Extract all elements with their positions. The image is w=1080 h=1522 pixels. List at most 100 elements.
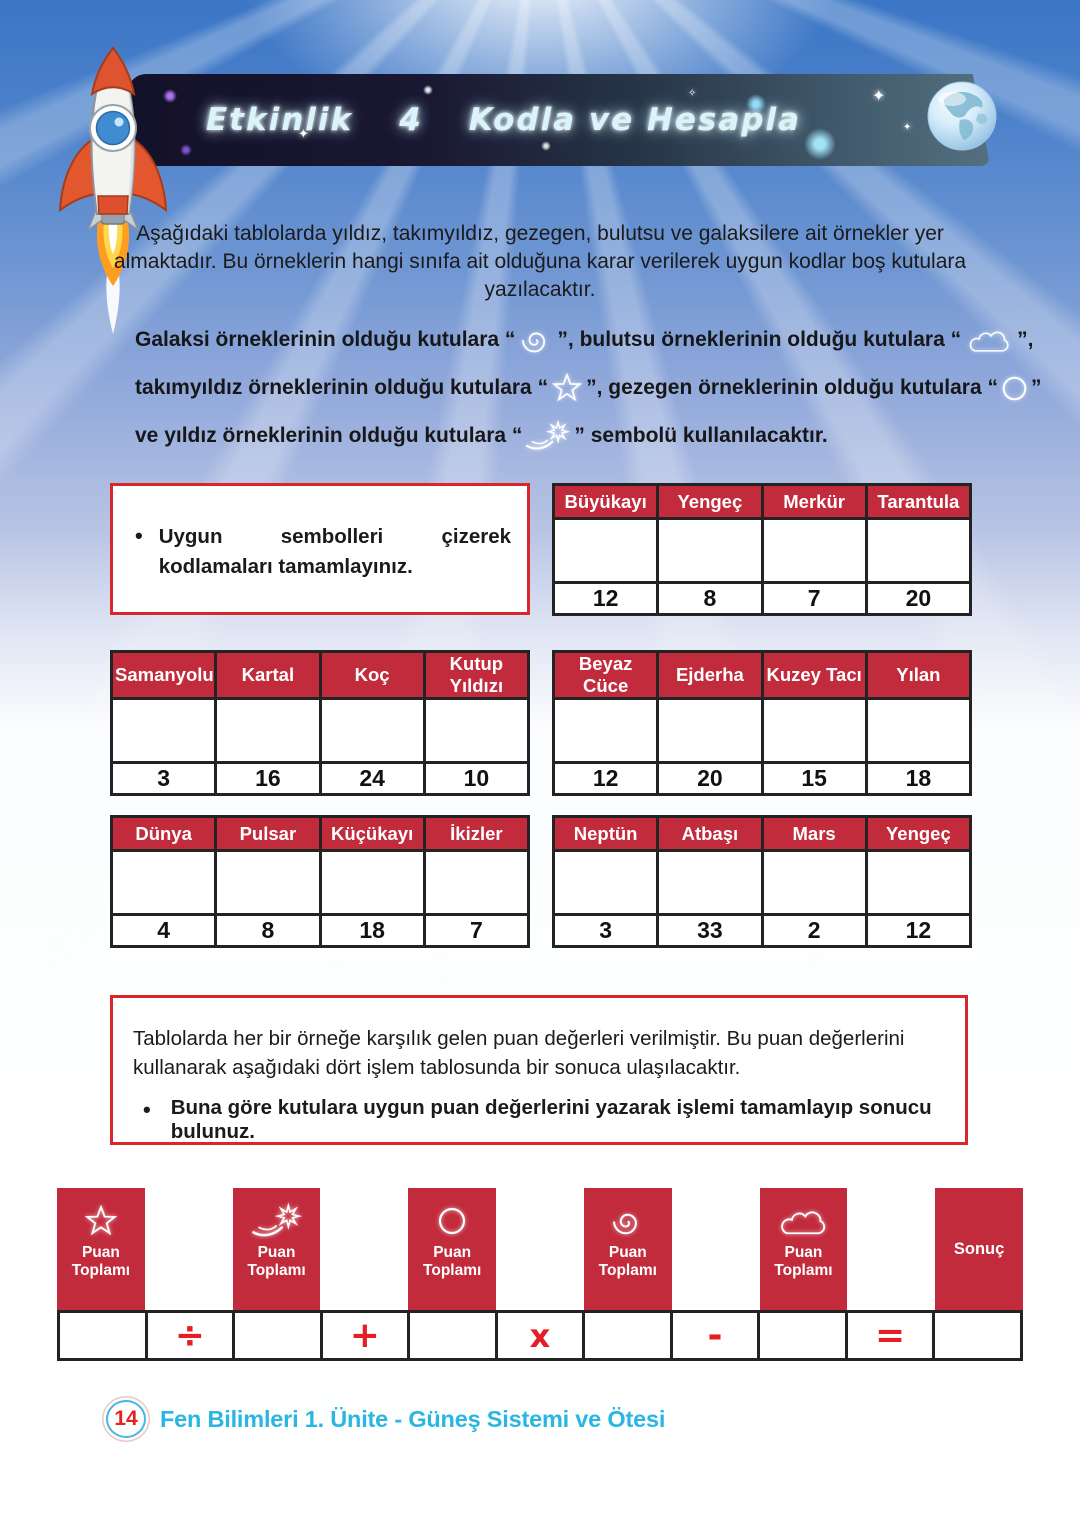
coding-text: ” <box>1030 376 1042 399</box>
coding-text: ve yıldız örneklerinin olduğu kutulara “ <box>135 424 523 447</box>
table-header-cell: Kartal <box>214 650 322 700</box>
answer-cell[interactable] <box>214 697 322 764</box>
constellation-star-icon <box>551 373 583 403</box>
table-header-cell: Kuzey Tacı <box>760 650 868 700</box>
activity-label: Etkinlik <box>206 102 354 138</box>
table-header-cell: Pulsar <box>214 815 322 852</box>
answer-cell[interactable] <box>656 697 764 764</box>
table-header-cell: Küçükayı <box>318 815 426 852</box>
table-header-cell: Yılan <box>864 650 973 700</box>
puan-toplam-label: Puan Toplamı <box>774 1244 833 1280</box>
score-value-cell: 15 <box>760 761 868 796</box>
answer-cell[interactable] <box>760 849 868 916</box>
score-table: Büyükayı Yengeç Merkür Tarantula 12 8 7 … <box>551 483 973 616</box>
coding-text: ”, <box>1017 328 1034 351</box>
sparkle-icon: ✦ <box>298 126 309 141</box>
operator-cell: = <box>844 1310 936 1361</box>
nebula-cloud-icon <box>964 325 1014 355</box>
answer-cell[interactable] <box>109 697 218 764</box>
activity-banner: Etkinlik 4 Kodla ve Hesapla ✦ ✧ ✦ ✦ <box>128 74 990 166</box>
activity-banner-text: Etkinlik 4 Kodla ve Hesapla <box>206 102 801 138</box>
score-value-cell: 12 <box>551 761 660 796</box>
galaxy-spiral-icon <box>518 322 554 358</box>
answer-cell[interactable] <box>760 517 868 584</box>
puan-toplam-label: Puan Toplamı <box>247 1244 306 1280</box>
answer-cell[interactable] <box>760 697 868 764</box>
puan-toplam-box-nebula: Puan Toplamı <box>759 1188 848 1310</box>
table-header-cell: Merkür <box>760 483 868 520</box>
calc-answer-cell[interactable] <box>407 1310 498 1361</box>
answer-cell[interactable] <box>864 697 973 764</box>
answer-cell[interactable] <box>864 517 973 584</box>
shooting-star-icon <box>525 420 571 452</box>
score-value-cell: 12 <box>864 913 973 948</box>
coding-text: ”, bulutsu örneklerinin olduğu kutulara … <box>557 328 962 351</box>
calc-answer-cell[interactable] <box>57 1310 148 1361</box>
answer-cell[interactable] <box>551 517 660 584</box>
table-header-cell: Ejderha <box>656 650 764 700</box>
answer-cell[interactable] <box>551 849 660 916</box>
puan-toplam-box-star: Puan Toplamı <box>232 1188 321 1310</box>
plus-operator: + <box>349 1314 380 1356</box>
answer-cell[interactable] <box>214 849 322 916</box>
puan-toplam-box-galaxy: Puan Toplamı <box>583 1188 672 1310</box>
answer-cell[interactable] <box>864 849 973 916</box>
answer-cell[interactable] <box>656 849 764 916</box>
table-header-cell: Yengeç <box>864 815 973 852</box>
answer-cell[interactable] <box>551 697 660 764</box>
info-box: Tablolarda her bir örneğe karşılık gelen… <box>110 995 968 1145</box>
calc-answer-cell[interactable] <box>582 1310 673 1361</box>
score-value-cell: 3 <box>109 761 218 796</box>
table-header-cell: Tarantula <box>864 483 973 520</box>
coding-line: ve yıldız örneklerinin olduğu kutulara “… <box>135 412 980 460</box>
constellation-star-icon <box>84 1200 118 1242</box>
table-header-cell: Büyükayı <box>551 483 660 520</box>
answer-cell[interactable] <box>656 517 764 584</box>
score-value-cell: 12 <box>551 581 660 616</box>
sparkle-icon: ✦ <box>903 122 912 133</box>
score-value-cell: 24 <box>318 761 426 796</box>
minus-operator: - <box>707 1314 723 1356</box>
score-table: Beyaz Cüce Ejderha Kuzey Tacı Yılan 12 2… <box>551 650 973 796</box>
coding-line: Galaksi örneklerinin olduğu kutulara “ ”… <box>135 316 1033 364</box>
page-number-badge: 14 <box>106 1400 146 1438</box>
operator-cell: + <box>319 1310 411 1361</box>
score-value-cell: 20 <box>656 761 764 796</box>
intro-text: Aşağıdaki tablolarda yıldız, takımyıldız… <box>113 222 967 301</box>
puan-toplam-label: Puan Toplamı <box>598 1244 657 1280</box>
calc-answer-cell[interactable] <box>232 1310 323 1361</box>
score-value-cell: 10 <box>422 761 531 796</box>
score-value-cell: 7 <box>760 581 868 616</box>
planet-circle-icon <box>437 1200 467 1242</box>
score-value-cell: 18 <box>864 761 973 796</box>
calculation-strip: Puan Toplamı Puan Toplamı Puan Toplamı P… <box>57 1188 1023 1363</box>
sparkle-icon: ✧ <box>688 88 697 99</box>
calc-answer-cell[interactable] <box>757 1310 848 1361</box>
info-paragraph: Tablolarda her bir örneğe karşılık gelen… <box>133 1027 905 1080</box>
answer-cell[interactable] <box>422 849 531 916</box>
operator-cell: x <box>494 1310 586 1361</box>
info-bullet-text: Buna göre kutulara uygun puan değerlerin… <box>170 1096 932 1144</box>
answer-cell[interactable] <box>109 849 218 916</box>
answer-cell[interactable] <box>318 849 426 916</box>
puan-toplam-label: Puan Toplamı <box>71 1244 131 1280</box>
table-header-cell: Dünya <box>109 815 218 852</box>
table-header-cell: Atbaşı <box>656 815 764 852</box>
score-value-cell: 8 <box>214 913 322 948</box>
operator-cell: ÷ <box>144 1310 236 1361</box>
planet-circle-icon <box>1001 375 1028 402</box>
bullet: • <box>135 523 143 548</box>
calc-result-cell[interactable] <box>932 1310 1023 1361</box>
puan-toplam-box-constellation: Puan Toplamı <box>57 1188 145 1310</box>
table-header-cell: Kutup Yıldızı <box>422 650 531 700</box>
score-value-cell: 4 <box>109 913 218 948</box>
activity-title: Kodla ve Hesapla <box>468 102 802 138</box>
table-header-cell: Yengeç <box>656 483 764 520</box>
instruction-box: • Uygun sembolleri çizerek kodlamaları t… <box>110 483 530 615</box>
page-footer: 14 Fen Bilimleri 1. Ünite - Güneş Sistem… <box>106 1400 665 1438</box>
earth-globe-icon <box>926 80 998 157</box>
answer-cell[interactable] <box>318 697 426 764</box>
operator-cell: - <box>669 1310 761 1361</box>
answer-cell[interactable] <box>422 697 531 764</box>
